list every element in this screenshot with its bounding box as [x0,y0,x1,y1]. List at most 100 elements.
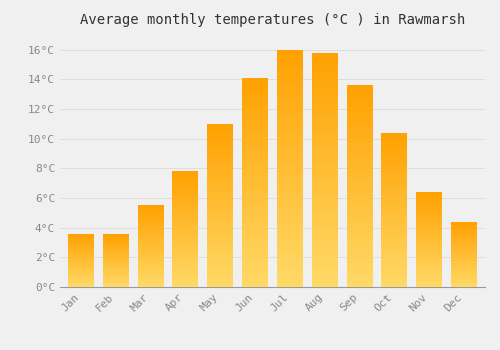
Bar [68,272,94,273]
Bar [416,271,442,273]
Bar [346,253,372,257]
Bar [172,219,199,222]
Bar [242,82,268,85]
Bar [382,207,407,210]
Bar [68,275,94,276]
Bar [451,285,477,286]
Bar [138,237,164,238]
Bar [242,99,268,102]
Bar [277,220,303,224]
Bar [416,276,442,278]
Bar [416,222,442,224]
Bar [68,281,94,282]
Bar [138,205,164,207]
Bar [68,244,94,245]
Bar [451,230,477,232]
Bar [138,264,164,265]
Bar [102,274,129,275]
Bar [172,196,199,198]
Bar [346,173,372,176]
Bar [207,230,234,233]
Bar [312,217,338,220]
Bar [242,256,268,259]
Bar [68,266,94,267]
Bar [172,189,199,191]
Bar [172,275,199,277]
Bar [346,166,372,169]
Bar [416,285,442,287]
Bar [207,195,234,197]
Bar [172,285,199,287]
Bar [277,161,303,164]
Bar [68,253,94,254]
Bar [138,211,164,212]
Bar [242,189,268,193]
Bar [346,163,372,166]
Bar [172,200,199,202]
Bar [68,259,94,260]
Bar [242,148,268,151]
Bar [382,225,407,228]
Bar [207,257,234,260]
Bar [312,186,338,189]
Bar [416,203,442,205]
Bar [207,224,234,227]
Bar [102,281,129,282]
Bar [138,271,164,272]
Bar [346,119,372,122]
Bar [207,222,234,224]
Bar [277,184,303,188]
Bar [138,270,164,271]
Bar [68,265,94,266]
Bar [138,276,164,278]
Bar [207,260,234,262]
Bar [207,181,234,184]
Bar [451,224,477,225]
Bar [312,166,338,170]
Bar [138,275,164,276]
Bar [242,245,268,249]
Bar [102,252,129,253]
Bar [346,96,372,99]
Bar [451,276,477,277]
Bar [172,227,199,229]
Bar [68,250,94,251]
Bar [68,245,94,246]
Bar [207,143,234,146]
Bar [207,165,234,167]
Bar [277,279,303,283]
Bar [382,197,407,199]
Bar [382,241,407,243]
Bar [242,280,268,284]
Bar [102,260,129,261]
Bar [312,80,338,84]
Bar [312,68,338,72]
Bar [172,210,199,212]
Bar [138,249,164,250]
Bar [172,206,199,208]
Bar [416,217,442,219]
Bar [416,259,442,260]
Bar [416,243,442,244]
Bar [416,256,442,257]
Bar [277,256,303,259]
Bar [277,141,303,145]
Bar [242,270,268,273]
Bar [242,130,268,134]
Bar [207,130,234,132]
Bar [242,89,268,92]
Bar [346,199,372,203]
Bar [277,82,303,85]
Bar [242,85,268,89]
Bar [277,156,303,161]
Bar [138,246,164,247]
Bar [346,223,372,226]
Bar [382,199,407,202]
Bar [416,279,442,281]
Bar [207,178,234,181]
Bar [416,213,442,214]
Bar [138,227,164,229]
Bar [416,262,442,263]
Bar [68,263,94,264]
Bar [416,260,442,262]
